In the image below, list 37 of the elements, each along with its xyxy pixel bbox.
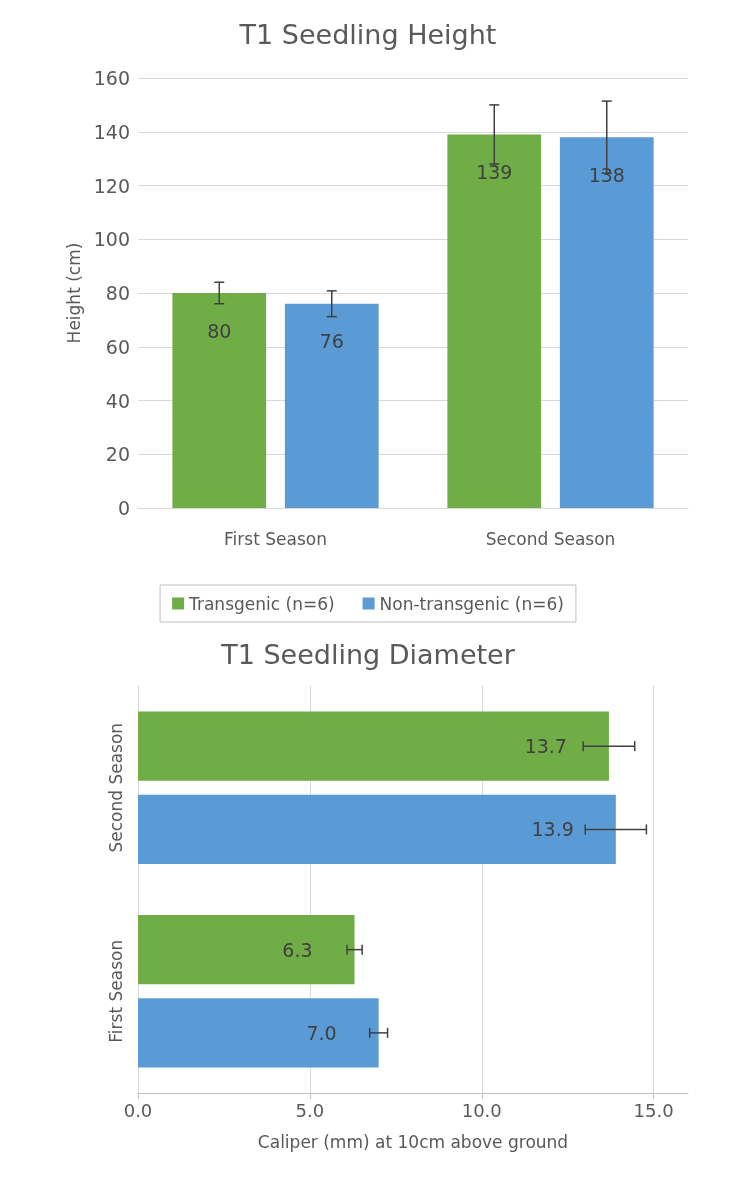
bar <box>138 794 616 865</box>
y-tick-label: 160 <box>93 67 130 89</box>
data-label: 80 <box>207 319 232 342</box>
data-label: 13.9 <box>531 818 574 841</box>
y-tick-label: Second Season <box>105 722 126 853</box>
data-label: 76 <box>319 330 344 353</box>
y-tick-label: 100 <box>93 228 130 251</box>
x-tick-label: 10.0 <box>461 1099 502 1121</box>
x-axis-title: Caliper (mm) at 10cm above ground <box>257 1131 569 1152</box>
legend-label: Non-transgenic (n=6) <box>379 593 564 614</box>
x-tick-label: 0.0 <box>123 1099 153 1121</box>
x-tick-label: 15.0 <box>633 1099 674 1121</box>
y-tick-label: 60 <box>105 335 130 358</box>
bar <box>138 998 379 1068</box>
bar <box>447 134 542 508</box>
y-tick-label: 120 <box>93 174 130 197</box>
bar <box>559 137 654 508</box>
bar <box>138 711 609 781</box>
data-label: 6.3 <box>282 938 313 961</box>
x-tick-label: 5.0 <box>295 1099 325 1121</box>
bar <box>172 293 267 508</box>
y-tick-label: 20 <box>105 443 130 466</box>
y-axis-title: Height (cm) <box>64 242 85 344</box>
chart-title: T1 Seedling Height <box>238 19 497 50</box>
y-tick-label: 140 <box>93 120 130 143</box>
y-tick-label: 80 <box>105 282 130 304</box>
bar <box>138 914 355 985</box>
data-label: 139 <box>476 160 513 183</box>
chart-title: T1 Seedling Diameter <box>220 639 516 670</box>
data-label: 7.0 <box>306 1021 337 1044</box>
y-tick-label: 40 <box>105 389 130 412</box>
data-label: 138 <box>588 163 625 186</box>
legend-label: Transgenic (n=6) <box>188 593 335 614</box>
y-tick-label: First Season <box>105 939 126 1043</box>
bar <box>284 303 379 508</box>
y-tick-label: 0 <box>117 497 130 519</box>
data-label: 13.7 <box>524 735 567 758</box>
